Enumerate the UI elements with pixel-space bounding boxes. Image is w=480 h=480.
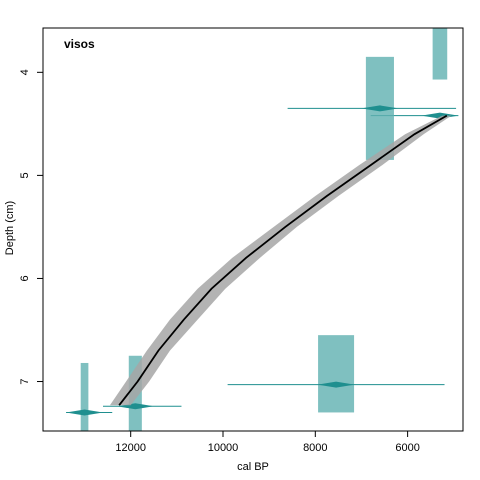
age-model-envelope: [109, 115, 452, 406]
plot-frame: [42, 27, 464, 432]
y-tick-label-2: 6: [19, 275, 31, 281]
date-probability-bar-4: [80, 362, 89, 431]
date-marker-2: [317, 381, 355, 388]
chart-title: visos: [64, 37, 95, 51]
date-probability-bar-0: [432, 28, 448, 80]
date-probability-bar-2: [318, 335, 355, 413]
y-tick-label-3: 7: [19, 378, 31, 384]
x-tick-label-3: 6000: [395, 442, 419, 454]
x-tick-label-1: 10000: [208, 442, 239, 454]
age-model-median-line: [118, 114, 448, 406]
x-axis-label: cal BP: [237, 461, 269, 473]
date-marker-4: [66, 409, 103, 416]
date-marker-1: [361, 105, 399, 112]
y-tick-label-0: 4: [19, 69, 31, 75]
x-tick-label-2: 8000: [303, 442, 327, 454]
y-tick-label-1: 5: [19, 172, 31, 178]
y-axis-label: Depth (cm): [4, 201, 16, 255]
calibrated-dates-layer: [66, 28, 459, 431]
age-model-layer: [109, 114, 452, 406]
x-tick-label-0: 12000: [115, 442, 146, 454]
axes-layer: 12000 10000 8000 6000 4 5 6 7: [19, 27, 464, 454]
date-marker-3: [116, 403, 154, 410]
